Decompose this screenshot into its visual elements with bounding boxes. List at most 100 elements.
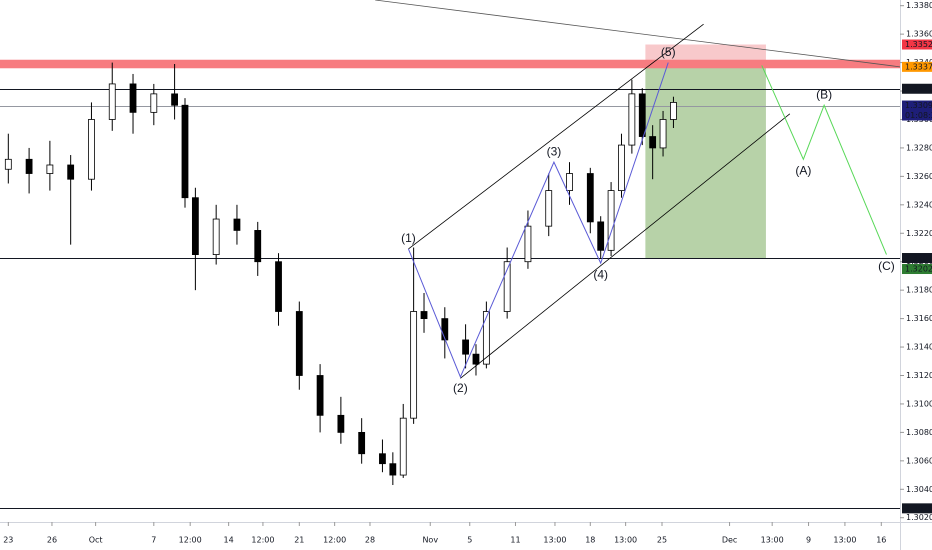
candle-body [379, 453, 386, 465]
trendline [460, 113, 791, 379]
y-tick-label: 1.31800 [906, 286, 932, 295]
y-tick-label: 1.31000 [906, 399, 932, 408]
price-tag-label: 1.30266 [905, 504, 932, 513]
x-tick-label: 13:00 [833, 536, 856, 545]
price-tag [902, 253, 932, 264]
price-tag-label: 1.33098 [905, 101, 932, 110]
candle-body [482, 311, 490, 365]
x-tick-label: 23 [3, 536, 13, 545]
x-tick-label: 18 [585, 536, 595, 545]
x-tick-label: 16 [876, 536, 886, 545]
x-tick-label: 13:00 [761, 536, 784, 545]
candle-body [649, 136, 657, 149]
x-tick-label: 12:00 [251, 536, 274, 545]
trendline [375, 0, 901, 68]
candle-body [607, 190, 615, 251]
candle-body [399, 417, 407, 476]
candle-body [171, 93, 178, 106]
x-tick-label: 13:00 [543, 536, 566, 545]
wave-label: (3) [547, 144, 562, 158]
y-tick-label: 1.30400 [906, 485, 932, 494]
x-tick-label: 5 [467, 536, 472, 545]
candle-body [337, 414, 345, 433]
y-tick-label: 1.32600 [906, 172, 932, 181]
y-tick-label: 1.31400 [906, 343, 932, 352]
candle-body [181, 104, 189, 199]
x-tick-label: Oct [89, 536, 103, 545]
candle-body [67, 164, 75, 180]
wave-label: (2) [453, 381, 468, 395]
candle-body [389, 463, 397, 476]
candle-body [150, 93, 158, 113]
x-tick-label: 12:00 [323, 536, 346, 545]
price-tag-label: 1.33527 [905, 40, 932, 49]
candle-body [108, 83, 116, 120]
wave-label: (5) [661, 45, 676, 59]
candle-body [129, 83, 137, 113]
candle-body [545, 190, 553, 227]
x-tick-label: 9 [806, 536, 811, 545]
candle-body [441, 318, 449, 341]
candle-body [597, 221, 605, 251]
y-tick-label: 1.30200 [906, 513, 932, 522]
price-tag-label: 1.33370 [905, 62, 932, 71]
x-tick-label: Nov [422, 536, 438, 545]
candle-body [275, 261, 282, 312]
candle-body [4, 158, 12, 170]
wave-path [407, 62, 669, 379]
candle-body [472, 353, 480, 365]
y-tick-label: 1.32800 [906, 143, 932, 152]
y-tick-label: 1.30800 [906, 428, 932, 437]
candle-body [586, 173, 594, 223]
y-tick-label: 1.33600 [906, 30, 932, 39]
candle-body [410, 311, 418, 419]
candle-body [254, 230, 262, 263]
projection-label: (C) [878, 259, 895, 273]
y-tick-label: 1.31600 [906, 314, 932, 323]
candle-body [618, 144, 625, 191]
x-tick-label: 11 [510, 536, 520, 545]
resistance-zone [0, 59, 900, 69]
candle-body [670, 102, 677, 120]
price-tag-label: 1.33216 [905, 84, 932, 93]
candle-body [46, 164, 54, 174]
projection-label: (B) [816, 87, 832, 101]
position-target-zone [645, 66, 766, 259]
x-tick-label: 13:00 [614, 536, 637, 545]
y-tick-label: 1.32200 [906, 229, 932, 238]
price-tag [902, 39, 932, 50]
x-tick-label: 28 [365, 536, 375, 545]
price-tag-label: 1.32026 [905, 254, 932, 263]
y-tick-label: 1.33800 [906, 1, 932, 10]
x-tick-label: 7 [151, 536, 156, 545]
candle-body [628, 93, 636, 146]
price-tag [902, 61, 932, 72]
price-tag-label: 1.32022 [905, 265, 932, 274]
y-tick-label: 1.30600 [906, 456, 932, 465]
x-tick-label: 21 [294, 536, 304, 545]
candle-body [462, 339, 469, 355]
x-tick-label: 14 [224, 536, 234, 545]
price-tag [902, 100, 932, 121]
candle-body [503, 261, 511, 312]
candle-body [295, 311, 303, 376]
y-tick-label: 1.31200 [906, 371, 932, 380]
projection-path [761, 65, 887, 255]
price-tag [902, 503, 932, 514]
y-tick-label: 1.32400 [906, 200, 932, 209]
candle-body [524, 225, 532, 263]
price-tag [902, 83, 932, 94]
x-tick-label: 12:00 [179, 536, 202, 545]
projection-label: (A) [795, 163, 811, 177]
candle-body [88, 119, 95, 180]
candle-body [358, 431, 366, 455]
price-tag-countdown: 01:08:20 [905, 111, 932, 120]
candle-body [638, 93, 646, 137]
trendline [408, 23, 704, 250]
x-tick-label: 26 [47, 536, 57, 545]
candle-body [25, 158, 33, 174]
candle-body [659, 119, 667, 149]
x-tick-label: Dec [722, 536, 737, 545]
